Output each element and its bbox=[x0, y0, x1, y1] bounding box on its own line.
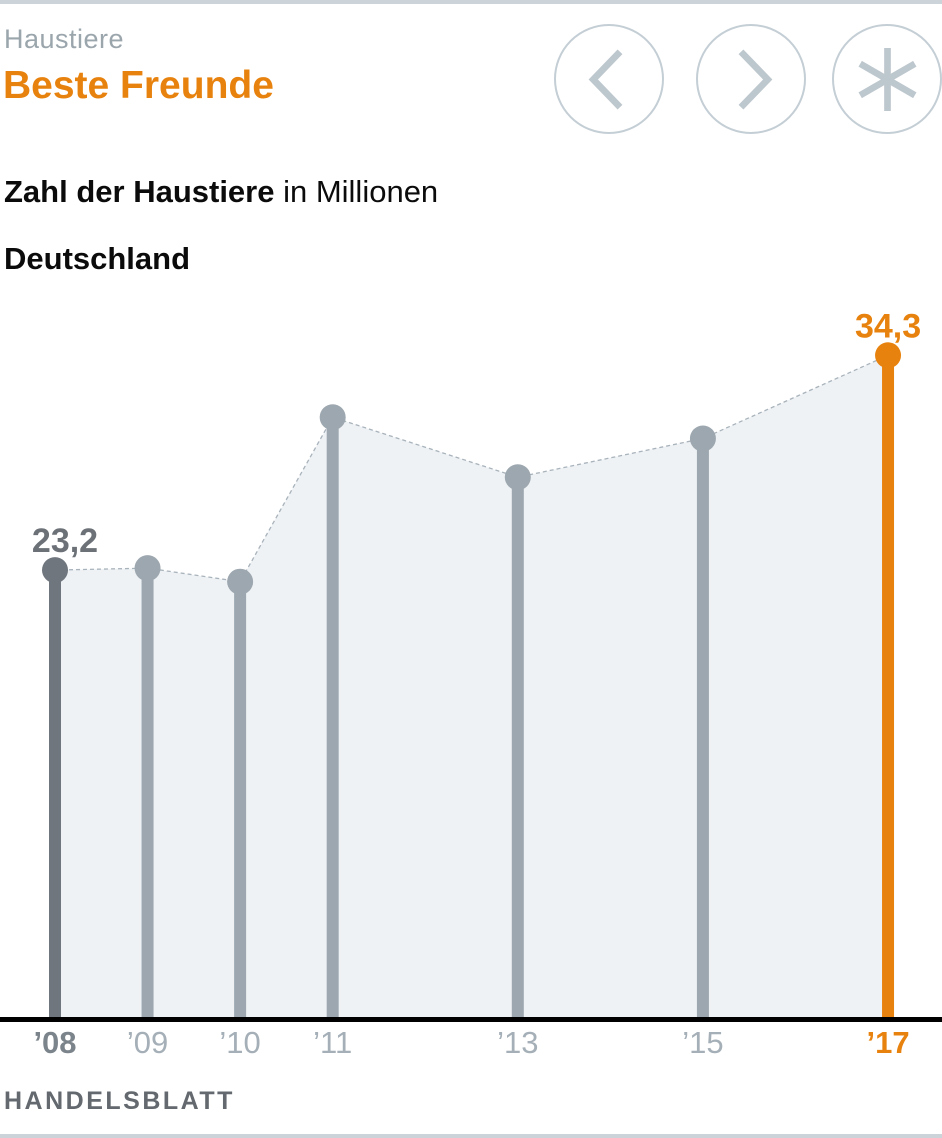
bottom-border-line bbox=[0, 1134, 942, 1138]
tick-label-2010: ’10 bbox=[219, 1025, 260, 1060]
kicker-label: Haustiere bbox=[4, 24, 125, 54]
chevron-left-icon bbox=[588, 48, 622, 110]
point-2013 bbox=[504, 464, 531, 491]
chart-subtitle-bold: Zahl der Haustiere bbox=[4, 174, 275, 209]
previous-chart-button[interactable] bbox=[554, 24, 664, 134]
chart-subtitle-unit: in Millionen bbox=[274, 174, 439, 209]
tick-label-2011: ’11 bbox=[313, 1025, 352, 1060]
point-2009 bbox=[134, 555, 161, 582]
point-2010 bbox=[227, 568, 254, 595]
tick-label-2017: ’17 bbox=[866, 1025, 909, 1060]
tick-label-2008: ’08 bbox=[33, 1025, 76, 1060]
point-2017 bbox=[875, 342, 902, 369]
trend-area-fill bbox=[55, 355, 889, 1019]
value-label-2008: 23,2 bbox=[32, 522, 98, 560]
chart-subtitle: Zahl der Haustiere in Millionen bbox=[4, 176, 438, 207]
point-2008 bbox=[42, 557, 68, 584]
page-title: Beste Freunde bbox=[3, 64, 274, 107]
next-chart-button[interactable] bbox=[696, 24, 806, 134]
tick-label-2013: ’13 bbox=[497, 1025, 538, 1060]
asterisk-icon bbox=[858, 47, 916, 111]
source-label: HANDELSBLATT bbox=[4, 1087, 235, 1115]
tick-label-2015: ’15 bbox=[682, 1025, 723, 1060]
tick-label-2009: ’09 bbox=[127, 1025, 168, 1060]
x-axis-line bbox=[0, 1017, 942, 1022]
region-label: Deutschland bbox=[4, 241, 191, 276]
point-2015 bbox=[689, 425, 716, 452]
value-label-2017: 34,3 bbox=[855, 307, 921, 345]
chevron-right-icon bbox=[738, 48, 772, 110]
top-border-line bbox=[0, 0, 942, 4]
trend-dashed-line bbox=[54, 354, 889, 583]
related-content-button[interactable] bbox=[832, 24, 942, 134]
point-2011 bbox=[319, 404, 346, 431]
